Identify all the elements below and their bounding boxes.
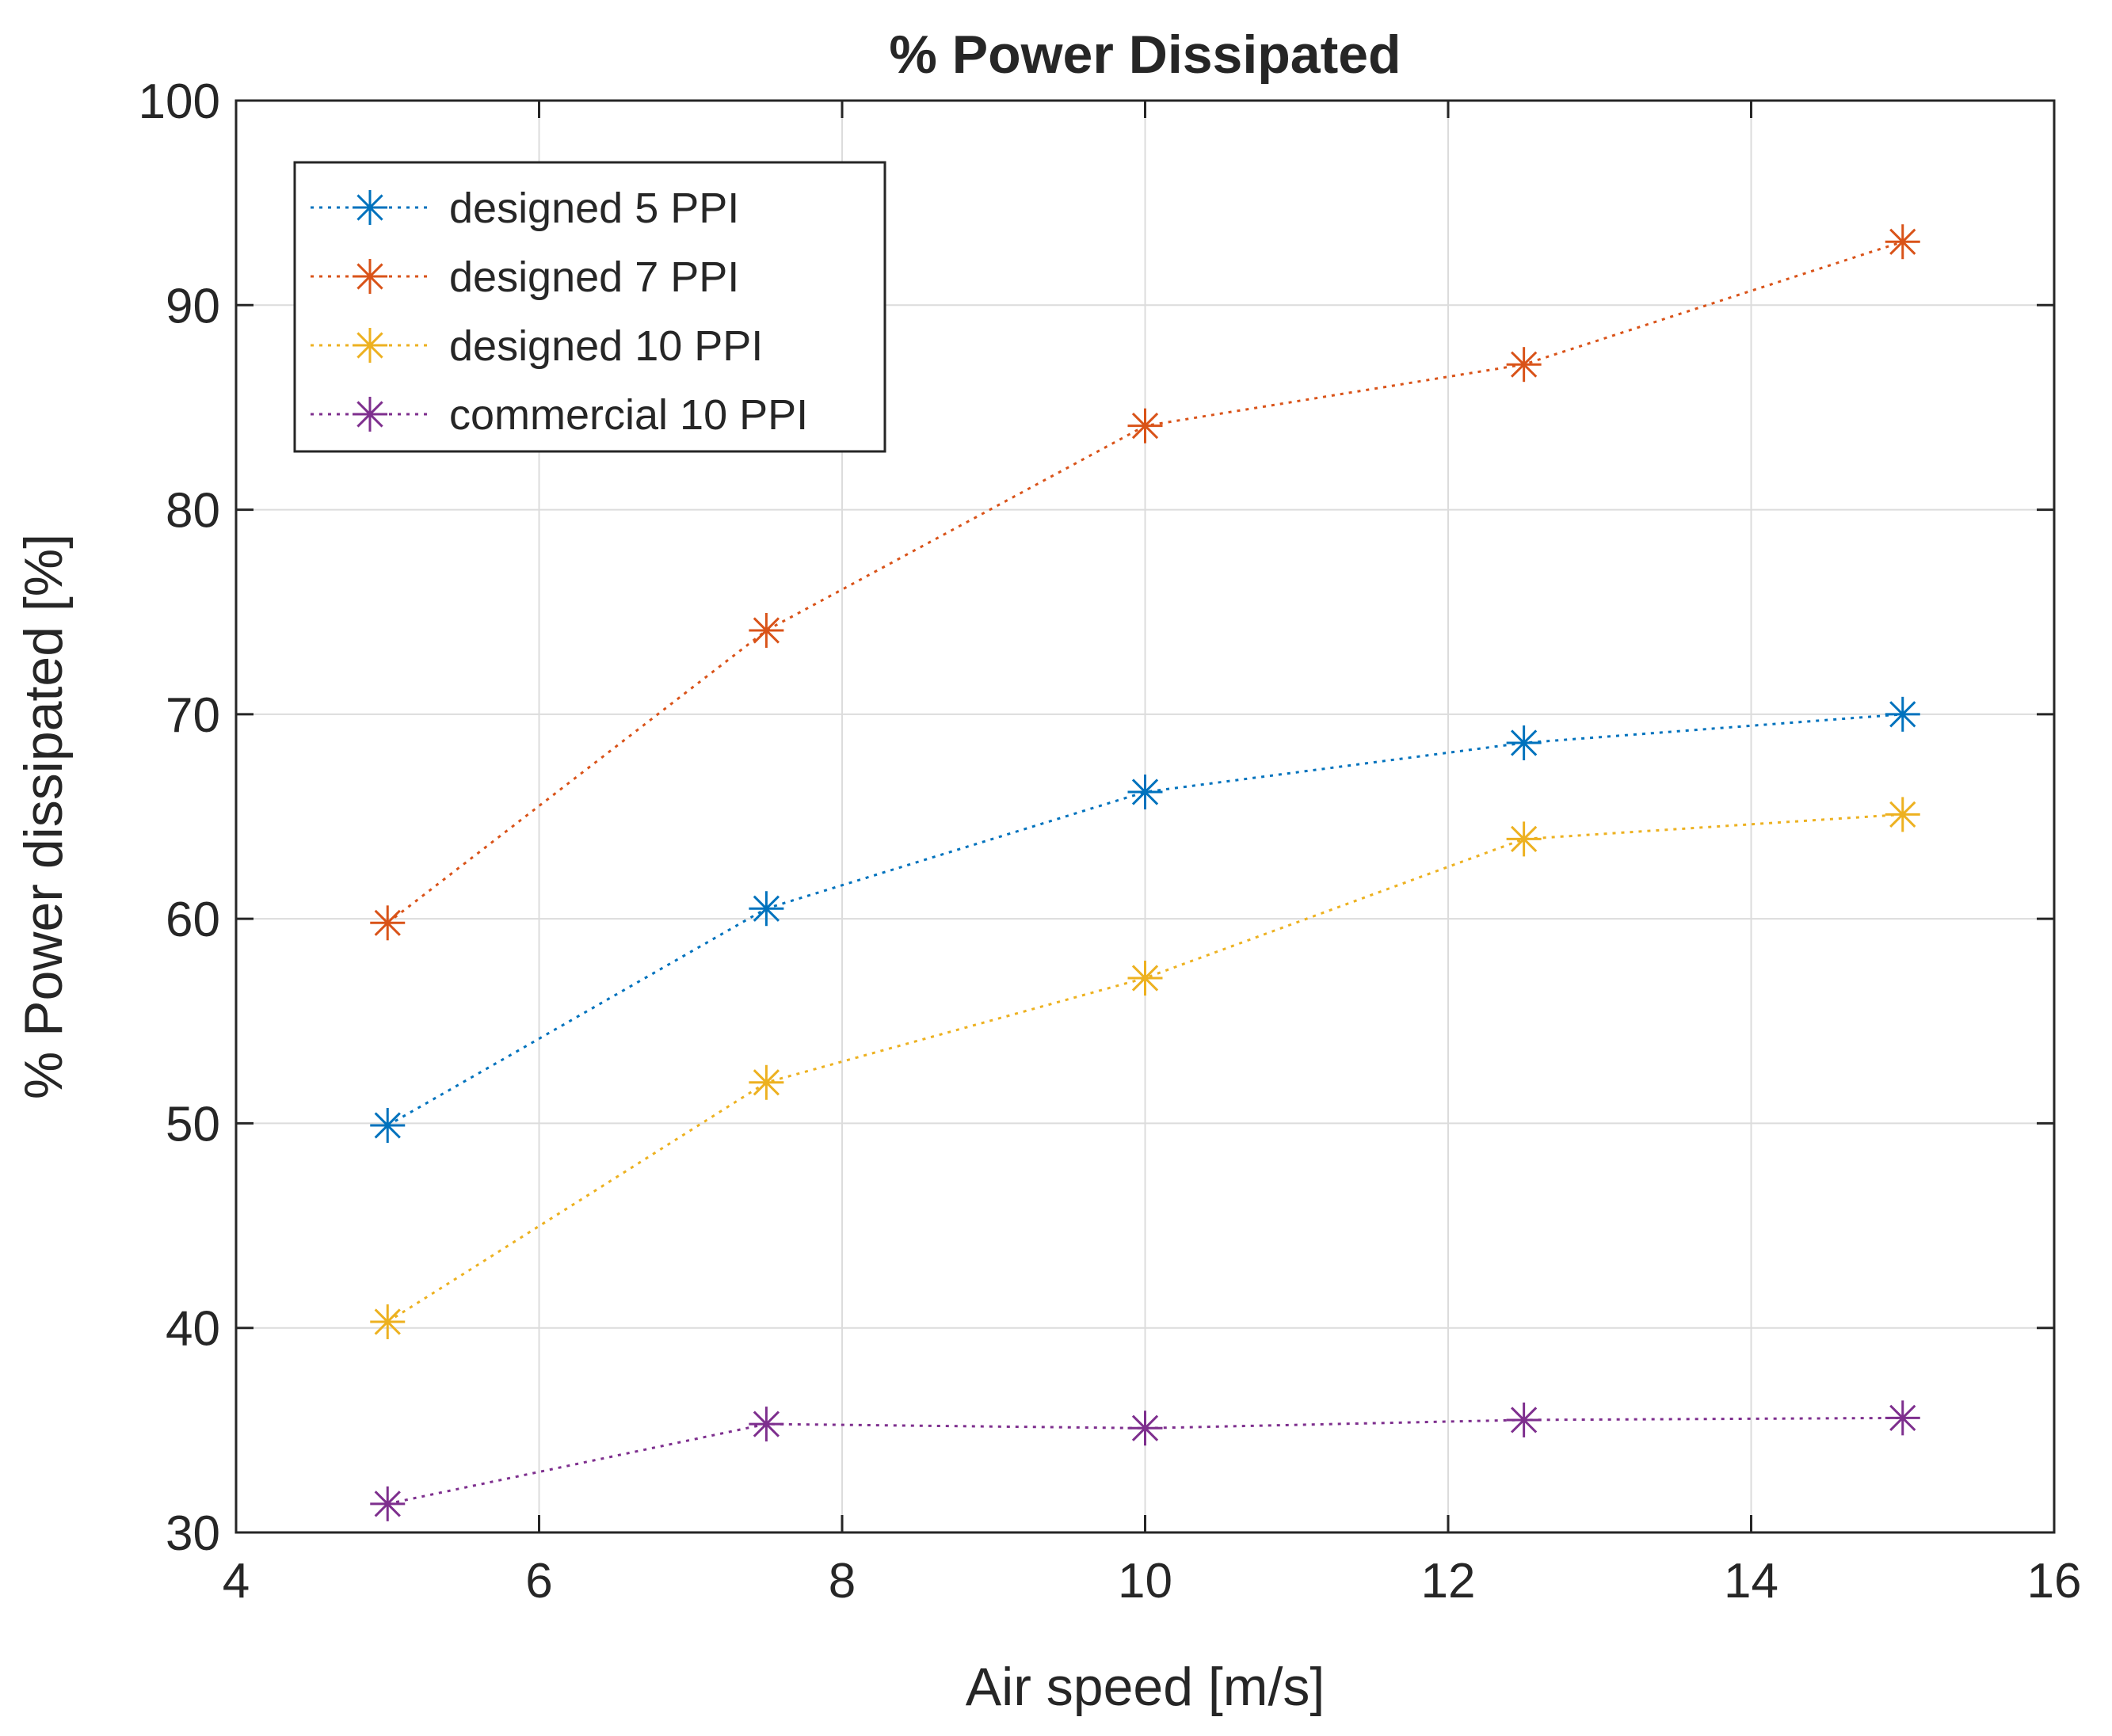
x-tick-label: 12 bbox=[1421, 1554, 1476, 1608]
data-point-marker bbox=[749, 612, 784, 648]
x-tick-label: 14 bbox=[1724, 1554, 1778, 1608]
legend-item: designed 5 PPI bbox=[311, 185, 739, 232]
data-point-marker bbox=[1127, 775, 1163, 810]
y-tick-label: 40 bbox=[166, 1302, 220, 1357]
series-line bbox=[387, 813, 1903, 1323]
legend-item: commercial 10 PPI bbox=[311, 391, 808, 439]
x-axis-label: Air speed [m/s] bbox=[966, 1657, 1325, 1717]
data-point-marker bbox=[1506, 725, 1542, 761]
data-point-marker bbox=[1885, 797, 1920, 832]
y-tick-label: 50 bbox=[166, 1097, 220, 1152]
legend-box bbox=[293, 161, 886, 453]
legend-label: commercial 10 PPI bbox=[449, 391, 808, 439]
data-point-marker bbox=[353, 259, 387, 294]
legend-item: designed 7 PPI bbox=[311, 253, 739, 301]
data-series bbox=[370, 224, 1920, 1521]
x-tick-label: 10 bbox=[1118, 1554, 1172, 1608]
series-designed-7-ppi bbox=[370, 224, 1920, 941]
data-point-marker bbox=[370, 1486, 406, 1521]
data-point-marker bbox=[1127, 408, 1163, 444]
y-tick-label: 80 bbox=[166, 484, 220, 539]
y-tick-label: 60 bbox=[166, 893, 220, 947]
data-point-marker bbox=[749, 891, 784, 927]
data-point-marker bbox=[353, 397, 387, 432]
y-axis-label: % Power dissipated [%] bbox=[13, 534, 74, 1099]
data-point-marker bbox=[1506, 821, 1542, 857]
data-point-marker bbox=[370, 1304, 406, 1339]
data-point-marker bbox=[353, 328, 387, 363]
x-tick-label: 4 bbox=[223, 1554, 250, 1608]
legend: designed 5 PPI designed 7 PPI designed 10 … bbox=[293, 161, 886, 453]
data-point-marker bbox=[1127, 1410, 1163, 1446]
data-point-marker bbox=[1506, 1402, 1542, 1437]
data-point-marker bbox=[1885, 1400, 1920, 1436]
y-tick-label: 100 bbox=[139, 74, 220, 129]
data-point-marker bbox=[1885, 696, 1920, 732]
x-tick-label: 8 bbox=[829, 1554, 856, 1608]
x-tick-label: 16 bbox=[2027, 1554, 2082, 1608]
series-designed-10-ppi bbox=[370, 797, 1920, 1339]
data-point-marker bbox=[749, 1407, 784, 1442]
y-tick-label: 30 bbox=[166, 1506, 220, 1561]
data-point-marker bbox=[1127, 961, 1163, 996]
y-tick-label: 90 bbox=[166, 279, 220, 333]
legend-label: designed 5 PPI bbox=[449, 185, 739, 232]
axis-ticks: 4 6 8 10 12 14 16 30 40 50 60 70 80 90 100 bbox=[139, 74, 2082, 1608]
legend-label: designed 7 PPI bbox=[449, 253, 739, 301]
x-tick-label: 6 bbox=[525, 1554, 552, 1608]
data-point-marker bbox=[1506, 347, 1542, 383]
legend-label: designed 10 PPI bbox=[449, 322, 763, 370]
data-point-marker bbox=[353, 190, 387, 225]
legend-item: designed 10 PPI bbox=[311, 322, 763, 370]
data-point-marker bbox=[370, 1108, 406, 1144]
chart-title: % Power Dissipated bbox=[889, 25, 1401, 85]
y-tick-label: 70 bbox=[166, 688, 220, 743]
data-point-marker bbox=[370, 905, 406, 941]
data-point-marker bbox=[749, 1064, 784, 1100]
series-designed-5-ppi bbox=[370, 696, 1920, 1144]
data-point-marker bbox=[1885, 224, 1920, 260]
series-commercial-10-ppi bbox=[370, 1400, 1920, 1521]
